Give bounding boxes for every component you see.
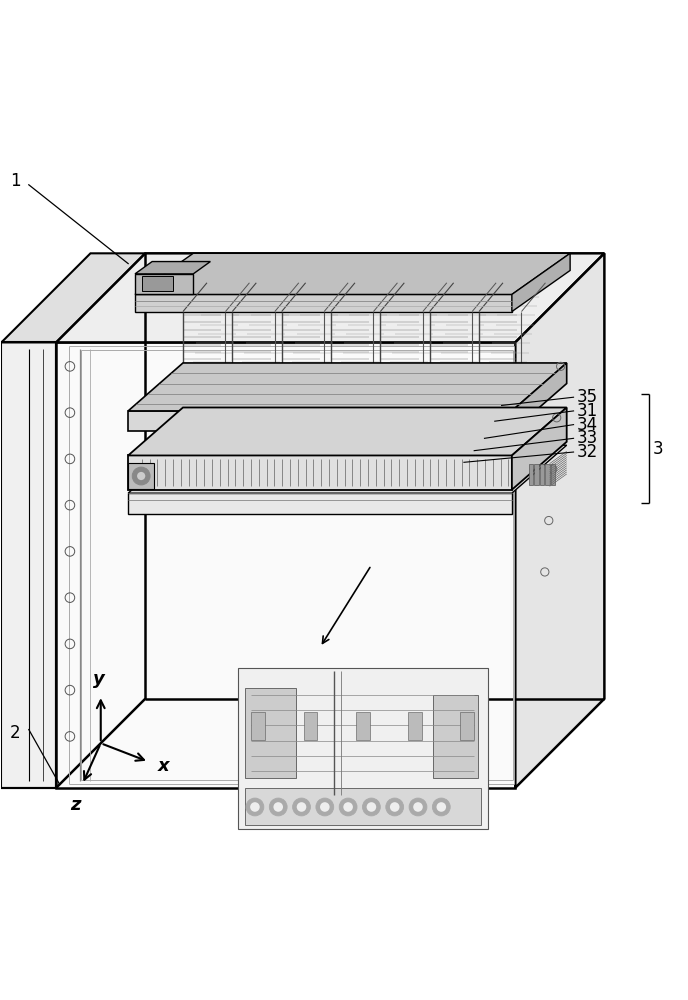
Text: 35: 35 xyxy=(577,388,598,406)
Text: z: z xyxy=(70,796,80,814)
Text: 31: 31 xyxy=(577,402,599,420)
Polygon shape xyxy=(128,493,512,514)
Text: x: x xyxy=(158,757,169,775)
Polygon shape xyxy=(128,363,567,411)
Circle shape xyxy=(297,802,306,812)
Bar xyxy=(535,464,539,485)
Polygon shape xyxy=(135,253,570,294)
Circle shape xyxy=(137,472,145,480)
Polygon shape xyxy=(512,253,570,312)
Bar xyxy=(245,688,296,778)
Circle shape xyxy=(269,798,287,816)
Circle shape xyxy=(273,802,283,812)
Text: 33: 33 xyxy=(577,429,599,447)
Text: y: y xyxy=(93,670,105,688)
Polygon shape xyxy=(128,407,567,455)
Circle shape xyxy=(343,802,353,812)
Polygon shape xyxy=(56,342,515,788)
Circle shape xyxy=(339,798,357,816)
Bar xyxy=(356,712,369,740)
Polygon shape xyxy=(512,407,567,490)
Circle shape xyxy=(413,802,423,812)
Text: 3: 3 xyxy=(652,440,663,458)
Polygon shape xyxy=(135,294,512,312)
Bar xyxy=(529,464,533,485)
Polygon shape xyxy=(128,445,567,493)
Bar xyxy=(408,712,422,740)
Text: 1: 1 xyxy=(10,172,21,190)
Bar xyxy=(252,712,265,740)
Circle shape xyxy=(316,798,334,816)
Circle shape xyxy=(390,802,400,812)
Text: 34: 34 xyxy=(577,416,598,434)
Circle shape xyxy=(250,802,259,812)
Polygon shape xyxy=(512,363,567,431)
Circle shape xyxy=(292,798,310,816)
Bar xyxy=(433,695,477,778)
Bar xyxy=(546,464,550,485)
Bar xyxy=(540,464,544,485)
Bar xyxy=(460,712,474,740)
Polygon shape xyxy=(128,455,512,490)
Circle shape xyxy=(363,798,380,816)
Bar xyxy=(142,276,173,291)
Bar xyxy=(128,463,154,489)
Bar xyxy=(245,788,481,825)
Polygon shape xyxy=(135,262,211,274)
Bar xyxy=(551,464,555,485)
Circle shape xyxy=(432,798,450,816)
Polygon shape xyxy=(515,253,604,788)
Circle shape xyxy=(409,798,427,816)
Text: 2: 2 xyxy=(10,724,21,742)
Circle shape xyxy=(320,802,330,812)
Bar xyxy=(238,668,488,829)
Circle shape xyxy=(386,798,404,816)
Polygon shape xyxy=(128,411,512,431)
Polygon shape xyxy=(1,253,145,342)
Bar xyxy=(303,712,317,740)
Polygon shape xyxy=(135,274,193,294)
Circle shape xyxy=(246,798,264,816)
Circle shape xyxy=(132,467,150,485)
Polygon shape xyxy=(1,342,56,788)
Circle shape xyxy=(436,802,446,812)
Text: 32: 32 xyxy=(577,443,599,461)
Circle shape xyxy=(367,802,376,812)
Polygon shape xyxy=(56,253,604,342)
